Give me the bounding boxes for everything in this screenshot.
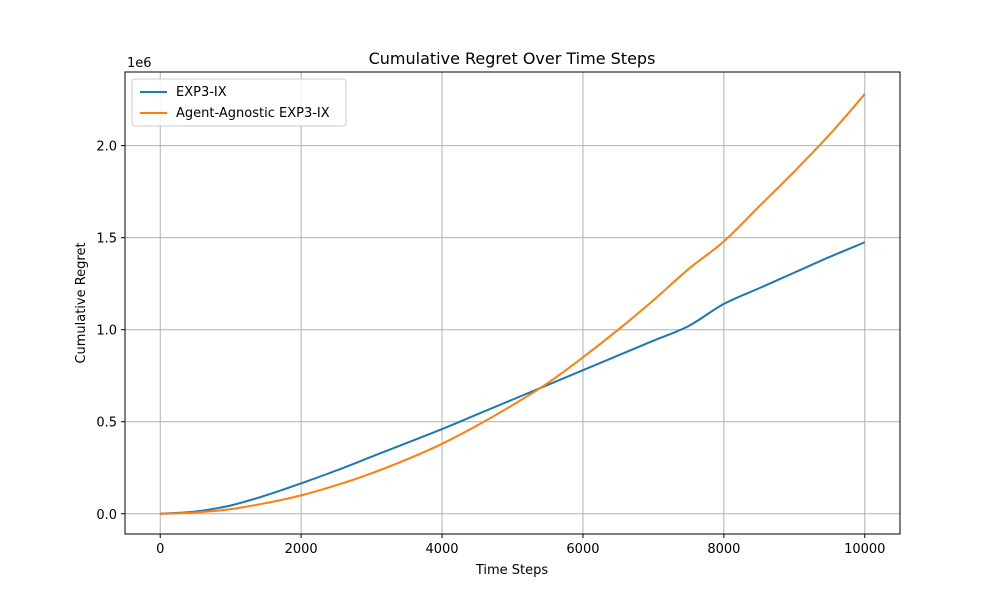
y-tick-label: 1.5 xyxy=(96,232,117,247)
grid xyxy=(125,72,900,534)
legend-box xyxy=(131,78,347,127)
chart-title: Cumulative Regret Over Time Steps xyxy=(369,49,656,68)
series-line-exp3-ix xyxy=(160,241,866,515)
ticks: 0 2000 4000 6000 8000 10000 0.0 0.5 1.0 1.5 2.0 xyxy=(96,140,885,557)
series-lines xyxy=(160,93,866,515)
y-tick-label: 2.0 xyxy=(96,140,117,155)
legend-label-exp3-ix: EXP3-IX xyxy=(176,85,227,100)
x-tick-label: 4000 xyxy=(425,542,458,557)
y-tick-label: 1.0 xyxy=(96,324,117,339)
legend-label-agent-agnostic: Agent-Agnostic EXP3-IX xyxy=(176,106,330,121)
y-tick-label: 0.0 xyxy=(96,508,117,523)
x-axis-label: Time Steps xyxy=(475,563,549,578)
x-tick-label: 6000 xyxy=(566,542,599,557)
y-axis-label: Cumulative Regret xyxy=(74,242,89,363)
series-line-agent-agnostic-exp3-ix xyxy=(160,93,866,515)
x-tick-label: 2000 xyxy=(285,542,318,557)
plot-area-frame xyxy=(124,71,901,535)
y-tick-label: 0.5 xyxy=(96,416,117,431)
x-tick-label: 0 xyxy=(156,542,164,557)
x-tick-label: 8000 xyxy=(707,542,740,557)
y-offset-label: 1e6 xyxy=(127,56,152,71)
x-tick-label: 10000 xyxy=(844,542,885,557)
legend: EXP3-IX Agent-Agnostic EXP3-IX xyxy=(131,78,347,127)
